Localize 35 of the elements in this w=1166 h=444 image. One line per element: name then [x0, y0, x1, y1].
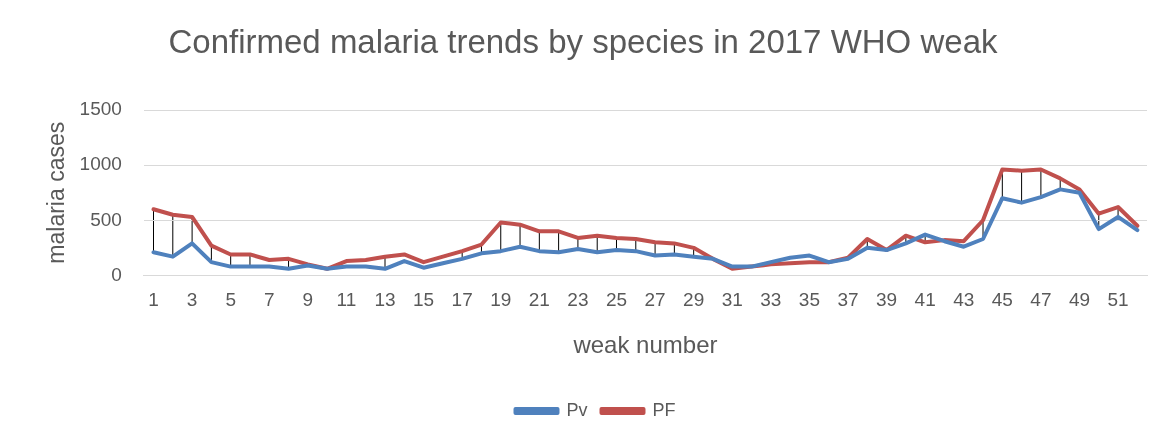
x-tick-label: 35: [798, 289, 820, 311]
x-tick-label: 21: [528, 289, 550, 311]
x-tick-label: 41: [914, 289, 936, 311]
x-tick-label: 45: [991, 289, 1013, 311]
x-tick-label: 15: [413, 289, 435, 311]
x-tick-label: 51: [1107, 289, 1129, 311]
x-tick-label: 39: [876, 289, 898, 311]
x-tick-label: 43: [953, 289, 975, 311]
y-tick-label: 1000: [79, 153, 122, 175]
x-tick-label: 47: [1030, 289, 1052, 311]
x-tick-label: 25: [605, 289, 628, 311]
chart-title: Confirmed malaria trends by species in 2017 WHO weak: [168, 23, 998, 60]
x-tick-label: 1: [148, 289, 159, 311]
x-tick-label: 37: [837, 289, 859, 311]
x-tick-label: 9: [302, 289, 314, 311]
x-tick-label: 33: [760, 289, 782, 311]
legend-label: PF: [652, 399, 676, 420]
y-tick-label: 1500: [79, 98, 122, 120]
x-tick-label: 23: [567, 289, 589, 311]
x-tick-label: 3: [186, 289, 198, 311]
x-tick-label: 49: [1068, 289, 1091, 311]
y-axis-title: malaria cases: [43, 121, 70, 264]
x-tick-label: 11: [336, 289, 357, 311]
x-tick-label: 27: [644, 289, 666, 311]
x-tick-label: 29: [683, 289, 705, 311]
x-tick-label: 31: [721, 289, 743, 311]
x-tick-label: 17: [451, 289, 473, 311]
x-tick-label: 13: [374, 289, 396, 311]
y-tick-label: 0: [111, 263, 122, 285]
x-tick-label: 7: [263, 289, 275, 311]
x-tick-label: 19: [490, 289, 512, 311]
x-tick-label: 5: [225, 289, 236, 311]
y-tick-label: 500: [90, 208, 122, 230]
legend-label: Pv: [566, 399, 588, 420]
x-axis-title: weak number: [572, 331, 718, 359]
